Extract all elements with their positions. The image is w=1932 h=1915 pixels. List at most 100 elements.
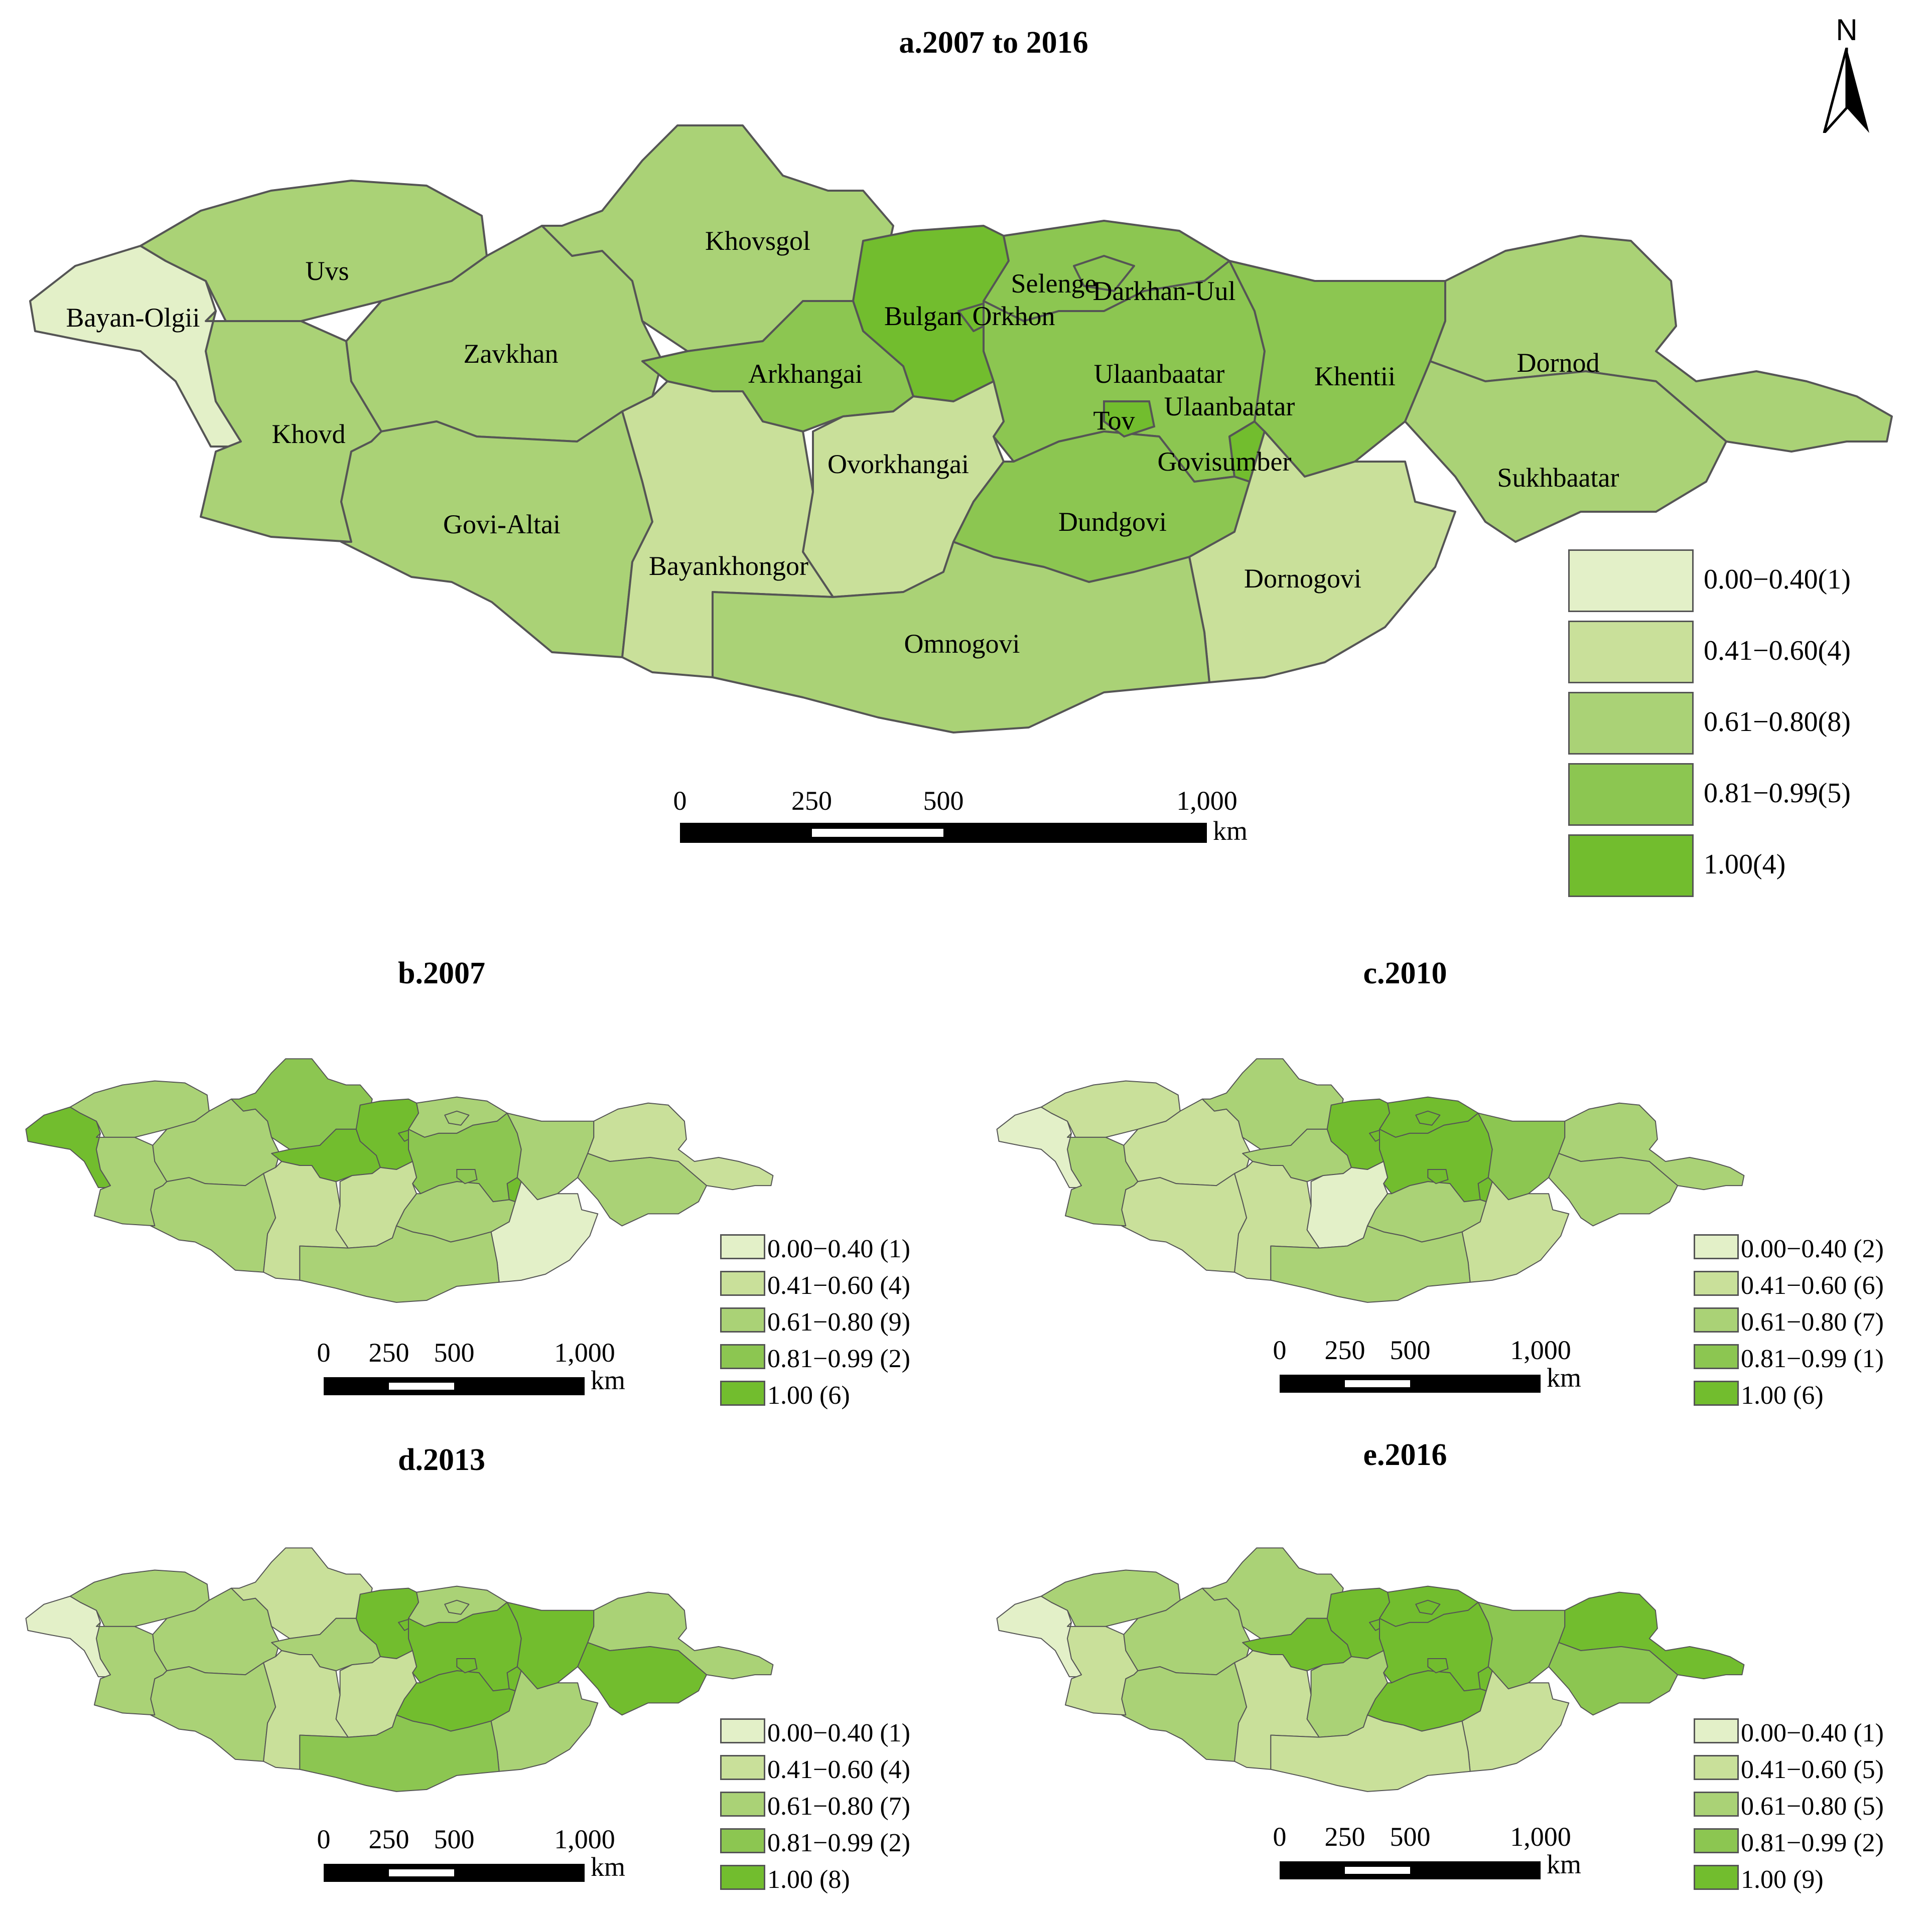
legend-swatch	[1694, 1271, 1739, 1296]
legend-swatch	[1568, 763, 1694, 826]
region-label: Sukhbaatar	[1497, 463, 1619, 493]
legend-label: 0.41−0.60 (5)	[1741, 1755, 1884, 1784]
legend-label: 0.61−0.80(8)	[1704, 706, 1851, 738]
scale-tick-label: 1,000	[1176, 786, 1237, 816]
legend-swatch	[720, 1865, 765, 1890]
region-label: Selenge	[1011, 268, 1097, 299]
scale-tick-label: 250	[368, 1824, 409, 1854]
scale-bar-2013: 0 250 500 1,000 km	[317, 1824, 645, 1884]
legend-swatch	[720, 1755, 765, 1780]
legend-label: 1.00(4)	[1704, 849, 1786, 880]
scale-tick-label: 0	[1273, 1335, 1287, 1365]
scale-tick-label: 1,000	[1510, 1822, 1571, 1852]
north-label: N	[1836, 13, 1858, 47]
legend-label: 0.41−0.60 (4)	[767, 1271, 910, 1300]
scale-tick-label: 250	[1324, 1335, 1365, 1365]
region-label: Khovsgol	[705, 226, 811, 256]
legend-label: 0.61−0.80 (7)	[1741, 1308, 1884, 1337]
region-label: Ulaanbaatar	[1093, 359, 1225, 389]
scale-bar-2007: 0 250 500 1,000 km	[317, 1337, 645, 1397]
region-dornogovi	[490, 1670, 599, 1772]
panel-c-title: c.2010	[1363, 956, 1447, 990]
legend-swatch	[1694, 1381, 1739, 1406]
panel-b-title: b.2007	[398, 956, 485, 990]
legend-swatch	[1694, 1234, 1739, 1259]
region-omnogovi	[1270, 1714, 1471, 1792]
legend-swatch	[720, 1792, 765, 1817]
legend-label: 1.00 (6)	[767, 1381, 850, 1410]
region-govi-altai	[150, 1662, 277, 1762]
region-label: Bayan-Olgii	[66, 303, 200, 333]
legend-swatch	[1694, 1792, 1739, 1817]
scale-bar-graphic	[324, 1377, 585, 1395]
legend-label: 0.41−0.60 (4)	[767, 1755, 910, 1784]
scale-tick-label: 1,000	[554, 1338, 615, 1368]
scale-bar-graphic	[324, 1864, 585, 1882]
region-govi-altai	[1121, 1662, 1248, 1762]
region-omnogovi	[299, 1225, 500, 1303]
region-bayankhongor	[263, 1160, 349, 1281]
region-label: Ulaanbaatar	[1164, 391, 1295, 421]
region-govi-altai	[150, 1173, 277, 1273]
region-darkhan-uul	[444, 1599, 470, 1615]
region-label: Arkhangai	[748, 359, 863, 389]
region-govi-altai	[340, 410, 653, 658]
region-sukhbaatar	[577, 1642, 707, 1716]
legend-label: 0.00−0.40 (2)	[1741, 1235, 1884, 1263]
legend-2013: 0.00−0.40 (1) 0.41−0.60 (4) 0.61−0.80 (7) 0…	[720, 1718, 981, 1909]
panel-e-title: e.2016	[1363, 1438, 1447, 1472]
legend-swatch	[1694, 1828, 1739, 1853]
legend-swatch	[720, 1828, 765, 1853]
region-ulaanbaatar-2	[1427, 1658, 1449, 1674]
region-label: Khentii	[1314, 361, 1396, 391]
map-2010	[996, 1058, 1745, 1303]
region-ulaanbaatar-2	[1103, 400, 1156, 438]
region-bayankhongor	[263, 1650, 349, 1770]
region-label: Govisumber	[1157, 447, 1292, 477]
legend-swatch	[1568, 621, 1694, 683]
region-label: Dornod	[1516, 348, 1600, 378]
region-label: Govi-Altai	[443, 509, 561, 539]
legend-label: 0.00−0.40 (1)	[767, 1719, 910, 1747]
legend-label: 0.00−0.40(1)	[1704, 564, 1851, 595]
scale-bar-graphic	[1280, 1375, 1541, 1393]
legend-swatch	[1694, 1344, 1739, 1369]
region-ulaanbaatar-2	[456, 1169, 478, 1185]
legend-label: 0.81−0.99 (2)	[767, 1345, 910, 1373]
region-darkhan-uul	[1415, 1599, 1441, 1615]
scale-tick-label: 1,000	[554, 1824, 615, 1854]
legend-label: 0.81−0.99 (1)	[1741, 1345, 1884, 1373]
region-label: Tov	[1093, 405, 1135, 435]
region-label: Uvs	[305, 256, 349, 286]
scale-tick-label: 250	[791, 786, 832, 816]
region-label: Darkhan-Uul	[1092, 276, 1236, 306]
region-dornogovi	[1188, 430, 1456, 683]
legend-swatch	[1694, 1755, 1739, 1780]
north-arrow-icon: N	[1819, 13, 1874, 133]
region-dornogovi	[1461, 1181, 1570, 1283]
main-choropleth-map	[29, 124, 1893, 733]
legend-2010: 0.00−0.40 (2) 0.41−0.60 (6) 0.61−0.80 (7) 0…	[1694, 1234, 1929, 1425]
scale-tick-label: 0	[673, 786, 687, 816]
map-2016	[996, 1547, 1745, 1792]
scale-tick-label: 1,000	[1510, 1335, 1571, 1365]
legend-label: 0.61−0.80 (5)	[1741, 1792, 1884, 1821]
legend-swatch	[1694, 1865, 1739, 1890]
scale-tick-label: 0	[1273, 1822, 1287, 1852]
region-label: Omnogovi	[904, 629, 1020, 659]
region-darkhan-uul	[444, 1110, 470, 1126]
legend-swatch	[720, 1234, 765, 1259]
legend-swatch	[1568, 834, 1694, 897]
scale-tick-label: 500	[1390, 1335, 1431, 1365]
region-dornogovi	[490, 1181, 599, 1283]
legend-swatch	[1568, 549, 1694, 612]
region-darkhan-uul	[1415, 1110, 1441, 1126]
main-legend: 0.00−0.40(1) 0.41−0.60(4) 0.61−0.80(8) 0.81…	[1568, 549, 1919, 901]
legend-swatch	[720, 1381, 765, 1406]
legend-label: 0.61−0.80 (9)	[767, 1308, 910, 1337]
region-bayankhongor	[621, 380, 834, 678]
main-map-title: a.2007 to 2016	[899, 26, 1088, 60]
legend-label: 1.00 (8)	[767, 1865, 850, 1894]
region-dornogovi	[1461, 1670, 1570, 1772]
region-label: Khovd	[271, 419, 346, 449]
